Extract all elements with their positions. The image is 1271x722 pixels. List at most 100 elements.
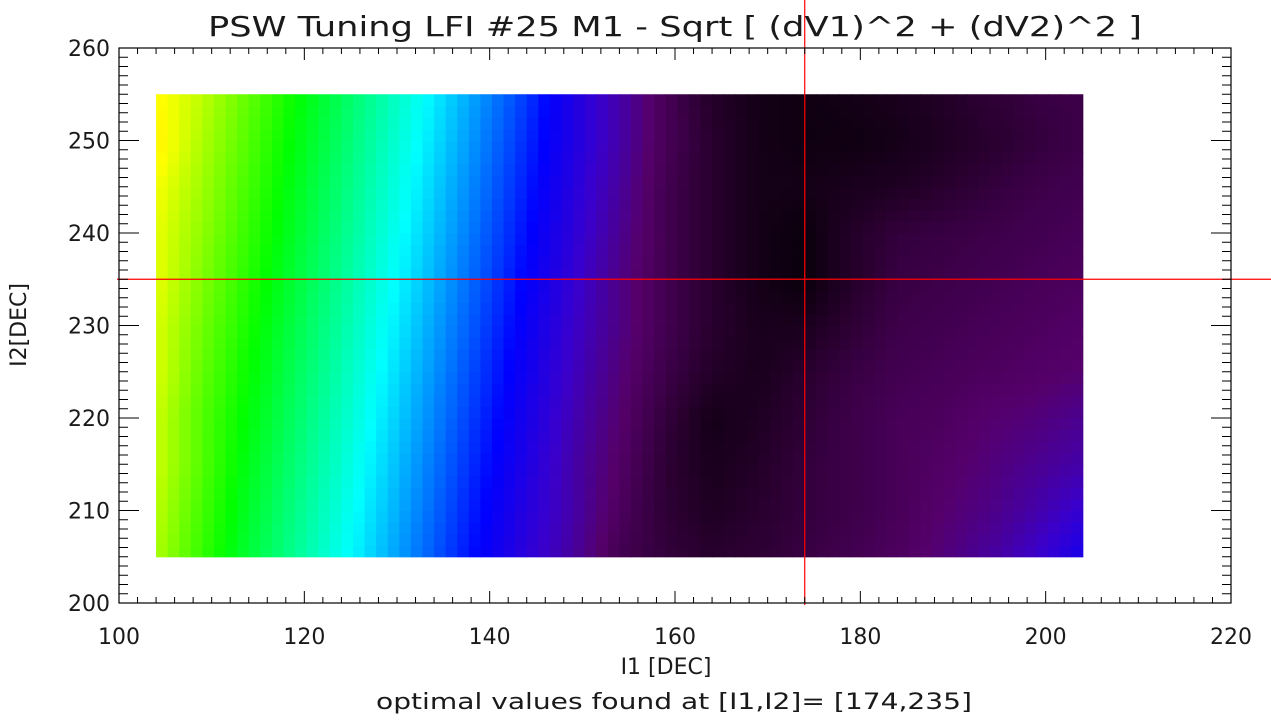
heat-cell xyxy=(179,290,192,303)
heat-cell xyxy=(851,244,864,257)
heat-cell xyxy=(561,383,574,396)
heat-cell xyxy=(422,429,435,442)
heat-cell xyxy=(573,510,586,523)
heat-cell xyxy=(410,152,424,165)
heat-cell xyxy=(723,94,736,107)
heat-cell xyxy=(920,348,933,361)
heat-cell xyxy=(885,429,898,442)
heat-cell xyxy=(769,94,783,107)
heat-cell xyxy=(156,290,169,303)
heat-cell xyxy=(213,302,227,315)
heat-cell xyxy=(897,383,910,396)
heat-cell xyxy=(966,163,980,176)
heat-cell xyxy=(1013,337,1026,350)
heat-cell xyxy=(851,221,864,234)
heat-cell xyxy=(352,279,366,292)
heat-cell xyxy=(364,302,377,315)
heat-cell xyxy=(804,545,817,558)
heat-cell xyxy=(538,313,551,327)
heat-cell xyxy=(202,290,215,303)
heat-cell xyxy=(862,267,875,280)
heat-cell xyxy=(526,152,539,165)
heat-cell xyxy=(908,140,922,153)
heat-cell xyxy=(352,175,366,188)
heat-cell xyxy=(1024,348,1037,361)
heat-cell xyxy=(920,128,933,142)
heat-cell xyxy=(480,441,493,454)
heat-cell xyxy=(260,175,273,188)
heat-cell xyxy=(816,337,829,350)
heat-cell xyxy=(306,348,319,361)
heat-cell xyxy=(758,394,771,408)
heat-cell xyxy=(526,337,539,350)
heat-cell xyxy=(329,105,342,118)
heat-cell xyxy=(827,221,841,234)
heat-cell xyxy=(712,128,725,142)
heat-cell xyxy=(445,233,458,246)
heat-cell xyxy=(156,267,169,280)
heat-cell xyxy=(793,198,806,211)
heat-cell xyxy=(213,325,227,338)
heat-cell xyxy=(908,128,922,142)
heat-cell xyxy=(468,198,481,211)
heat-cell xyxy=(295,163,308,176)
heat-cell xyxy=(723,128,736,142)
heat-cell xyxy=(1001,418,1014,431)
heat-cell xyxy=(619,383,632,396)
heat-cell xyxy=(422,383,435,396)
heat-cell xyxy=(422,313,435,327)
heat-cell xyxy=(943,418,956,431)
heat-cell xyxy=(816,418,829,431)
heat-cell xyxy=(990,371,1003,384)
heat-cell xyxy=(839,186,852,199)
heat-cell xyxy=(260,429,273,442)
heat-cell xyxy=(851,498,864,512)
heat-cell xyxy=(1071,233,1084,246)
heat-cell xyxy=(758,348,771,361)
heat-cell xyxy=(723,441,736,454)
heat-cell xyxy=(410,337,424,350)
heat-cell xyxy=(260,279,273,292)
heat-cell xyxy=(619,522,632,535)
heat-cell xyxy=(1001,522,1014,535)
heat-cell xyxy=(862,406,875,419)
heat-cell xyxy=(607,487,620,500)
heat-cell xyxy=(908,441,922,454)
heat-cell xyxy=(538,256,551,269)
heat-cell xyxy=(908,221,922,234)
heat-cell xyxy=(434,105,447,118)
heat-cell xyxy=(932,209,945,223)
heat-cell xyxy=(1013,302,1026,315)
heat-cell xyxy=(480,105,493,118)
heat-cell xyxy=(202,498,215,512)
heat-cell xyxy=(526,140,539,153)
heat-cell xyxy=(156,117,169,130)
heat-cell xyxy=(190,94,203,107)
heat-cell xyxy=(190,406,203,419)
heat-cell xyxy=(387,313,400,327)
heat-cell xyxy=(376,128,389,142)
heat-cell xyxy=(1071,429,1084,442)
heat-cell xyxy=(318,348,331,361)
heat-cell xyxy=(434,267,447,280)
heat-cell xyxy=(318,487,331,500)
heat-cell xyxy=(712,360,725,373)
heat-cell xyxy=(295,371,308,384)
heat-cell xyxy=(260,325,273,338)
heat-cell xyxy=(735,464,748,477)
heat-cell xyxy=(827,475,841,488)
heat-cell xyxy=(1071,510,1084,523)
heat-cell xyxy=(434,510,447,523)
heat-cell xyxy=(688,394,702,408)
heat-cell xyxy=(1047,186,1061,199)
heat-cell xyxy=(712,487,725,500)
heat-cell xyxy=(468,418,481,431)
heat-cell xyxy=(445,337,458,350)
heat-cell xyxy=(654,498,667,512)
heat-cell xyxy=(283,487,296,500)
heat-cell xyxy=(364,290,377,303)
heat-cell xyxy=(688,533,702,546)
heat-cell xyxy=(1024,360,1037,373)
heat-cell xyxy=(237,406,250,419)
heat-cell xyxy=(619,198,632,211)
